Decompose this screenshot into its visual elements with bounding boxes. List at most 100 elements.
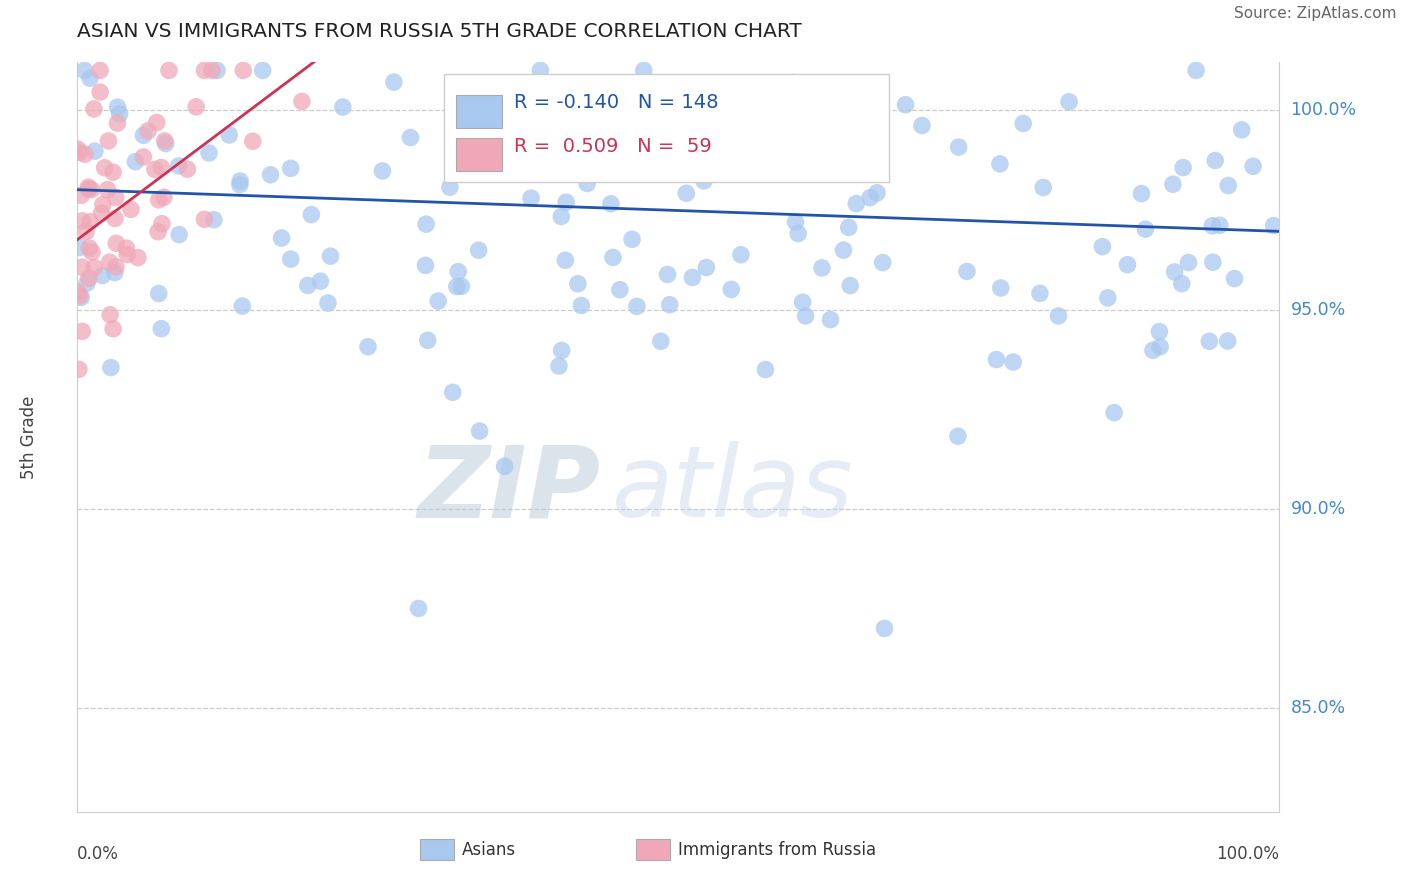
Point	[408, 601, 430, 615]
Point	[911, 119, 934, 133]
Point	[297, 278, 319, 293]
Point	[730, 248, 752, 262]
Point	[143, 162, 166, 177]
Point	[155, 136, 177, 151]
Point	[416, 334, 439, 348]
Point	[415, 217, 437, 231]
Point	[550, 343, 572, 358]
Point	[148, 286, 170, 301]
Point	[184, 100, 207, 114]
Point	[70, 290, 93, 304]
Point	[859, 191, 882, 205]
Point	[576, 177, 599, 191]
Point	[794, 309, 817, 323]
Point	[626, 299, 648, 313]
Point	[623, 138, 645, 153]
Point	[1142, 343, 1164, 358]
Text: ASIAN VS IMMIGRANTS FROM RUSSIA 5TH GRADE CORRELATION CHART: ASIAN VS IMMIGRANTS FROM RUSSIA 5TH GRAD…	[77, 22, 801, 41]
Point	[66, 285, 89, 299]
Text: Immigrants from Russia: Immigrants from Russia	[679, 841, 876, 859]
Point	[1149, 340, 1171, 354]
Point	[650, 334, 672, 349]
Point	[1116, 258, 1139, 272]
Point	[811, 260, 834, 275]
Point	[782, 75, 804, 89]
Point	[150, 161, 173, 175]
Bar	[637, 839, 671, 861]
Point	[550, 210, 572, 224]
Point	[291, 95, 314, 109]
Point	[107, 116, 129, 130]
Point	[600, 197, 623, 211]
Point	[555, 195, 578, 210]
Point	[988, 157, 1011, 171]
Point	[621, 232, 644, 246]
Point	[69, 289, 91, 303]
Point	[193, 63, 215, 78]
Point	[529, 63, 551, 78]
Point	[1097, 291, 1119, 305]
Point	[145, 115, 167, 129]
Point	[153, 190, 176, 204]
Text: atlas: atlas	[612, 441, 853, 538]
Text: ZIP: ZIP	[418, 441, 600, 538]
Point	[516, 161, 538, 175]
Point	[69, 240, 91, 254]
Point	[467, 244, 489, 258]
Point	[427, 293, 450, 308]
Point	[70, 260, 93, 275]
Point	[83, 144, 105, 158]
Point	[98, 255, 121, 269]
Point	[831, 157, 853, 171]
Point	[838, 220, 860, 235]
Point	[193, 212, 215, 227]
Point	[108, 107, 131, 121]
Point	[468, 424, 491, 438]
Point	[494, 459, 516, 474]
Point	[399, 130, 422, 145]
Point	[242, 134, 264, 148]
Point	[252, 63, 274, 78]
Point	[176, 162, 198, 177]
Point	[319, 249, 342, 263]
Point	[567, 277, 589, 291]
Point	[785, 215, 807, 229]
Point	[93, 161, 115, 175]
Point	[454, 164, 477, 178]
Point	[439, 180, 461, 194]
Point	[658, 298, 681, 312]
Point	[382, 75, 405, 89]
Point	[107, 100, 129, 114]
Point	[136, 124, 159, 138]
Point	[839, 278, 862, 293]
Point	[104, 260, 127, 274]
Point	[460, 156, 482, 170]
Text: R =  0.509   N =  59: R = 0.509 N = 59	[513, 136, 711, 156]
Point	[695, 260, 717, 275]
Point	[956, 264, 979, 278]
Point	[1230, 123, 1253, 137]
Point	[1202, 255, 1225, 269]
Point	[468, 145, 491, 159]
Point	[146, 225, 169, 239]
Point	[153, 134, 176, 148]
Point	[1047, 309, 1070, 323]
Point	[1012, 116, 1035, 130]
Point	[1171, 161, 1194, 175]
Point	[866, 186, 889, 200]
Point	[548, 359, 571, 373]
Point	[371, 164, 394, 178]
Point	[76, 276, 98, 290]
Point	[633, 63, 655, 78]
Point	[280, 252, 302, 266]
Point	[1029, 286, 1052, 301]
Point	[202, 212, 225, 227]
Point	[231, 299, 253, 313]
Point	[357, 340, 380, 354]
Point	[794, 81, 817, 95]
Point	[67, 362, 90, 376]
Point	[299, 208, 322, 222]
Point	[1135, 222, 1157, 236]
Text: 85.0%: 85.0%	[1291, 699, 1346, 717]
FancyBboxPatch shape	[444, 74, 889, 182]
